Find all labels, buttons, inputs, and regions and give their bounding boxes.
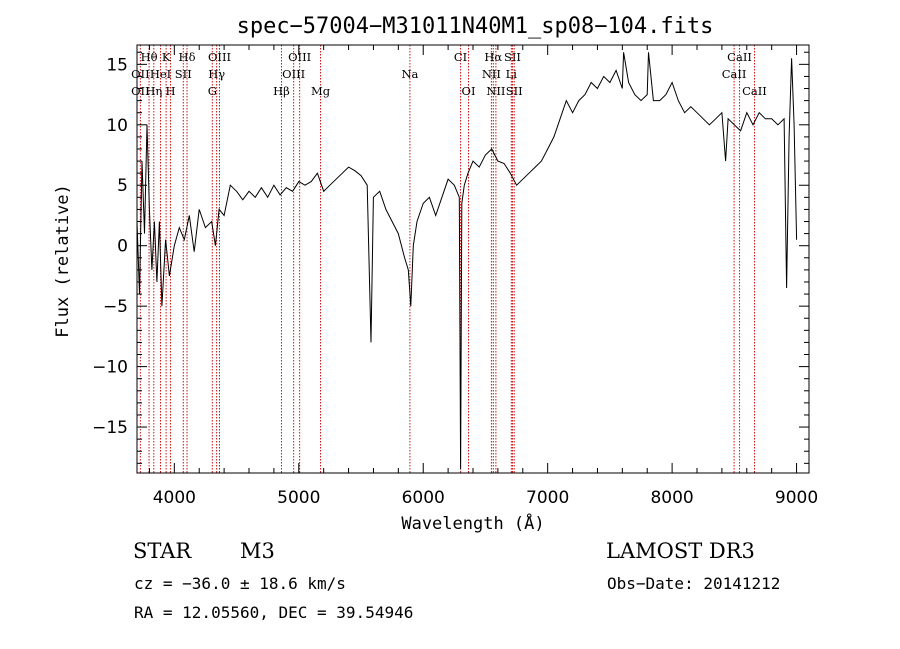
y-tick-label: −5: [103, 297, 128, 317]
spectral-line-label: Hα: [484, 50, 502, 64]
spectral-line-label: HeI: [150, 67, 171, 81]
x-tick-label: 9000: [775, 488, 818, 508]
spectral-line-label: CaII: [727, 50, 752, 64]
y-axis-ticks: −15 −10 −5 0 5 10 15: [92, 51, 809, 464]
y-tick-label: 5: [117, 176, 128, 196]
chart-title: spec−57004−M31011N40M1_sp08−104.fits: [237, 14, 714, 39]
spectral-line-label: OIII: [282, 67, 305, 81]
spectral-line-label: H: [165, 84, 175, 98]
spectral-line-markers: [139, 45, 755, 473]
spectral-line-label: OII: [131, 67, 150, 81]
object-class: STAR: [133, 539, 192, 563]
spectral-line-label: SII: [506, 84, 523, 98]
spectrum-series-line: [136, 52, 798, 470]
spectral-line-label: G: [208, 84, 217, 98]
y-tick-label: 10: [106, 116, 128, 136]
x-axis-label: Wavelength (Å): [401, 512, 544, 534]
spectral-line-label: OIII: [288, 50, 311, 64]
redshift-cz: cz = −36.0 ± 18.6 km/s: [134, 574, 346, 593]
x-tick-label: 5000: [277, 488, 320, 508]
y-tick-label: −10: [92, 358, 128, 378]
obs-date: Obs−Date: 20141212: [607, 574, 781, 593]
spectral-line-label: OII: [131, 84, 150, 98]
spectral-line-label: OI: [462, 84, 476, 98]
spectral-line-label: Hγ: [208, 67, 225, 81]
object-subclass: M3: [240, 539, 275, 563]
spectral-line-label: K: [162, 50, 171, 64]
spectral-line-label: SII: [504, 50, 521, 64]
x-tick-label: 7000: [526, 488, 569, 508]
y-tick-label: 0: [117, 237, 128, 257]
y-tick-label: −15: [92, 418, 128, 438]
spectral-line-label: CI: [454, 50, 467, 64]
spectral-line-label: Hβ: [273, 84, 290, 98]
x-tick-label: 8000: [650, 488, 693, 508]
spectral-line-label: Na: [401, 67, 418, 81]
x-tick-label: 6000: [402, 488, 445, 508]
x-axis-ticks: 4000 5000 6000 7000 8000 9000: [148, 45, 818, 508]
x-tick-label: 4000: [153, 488, 196, 508]
plot-frame: [136, 44, 810, 474]
y-tick-label: 15: [106, 55, 128, 75]
spectral-line-label: Hθ: [141, 50, 158, 64]
spectral-line-label: NII: [482, 67, 501, 81]
spectral-line-label: CaII: [722, 67, 747, 81]
spectral-line-label: Li: [506, 67, 518, 81]
y-axis-label: Flux (relative): [53, 184, 73, 338]
spectral-line-label: OIII: [208, 50, 231, 64]
spectral-line-label: Mg: [311, 84, 331, 98]
spectral-line-label: SII: [175, 67, 192, 81]
survey-name: LAMOST DR3: [606, 539, 755, 563]
spectral-line-label: NII: [486, 84, 505, 98]
spectral-line-label: Hδ: [179, 50, 196, 64]
spectral-line-label: Hη: [145, 84, 162, 98]
spectral-line-label: CaII: [742, 84, 767, 98]
ra-dec: RA = 12.05560, DEC = 39.54946: [134, 603, 414, 622]
